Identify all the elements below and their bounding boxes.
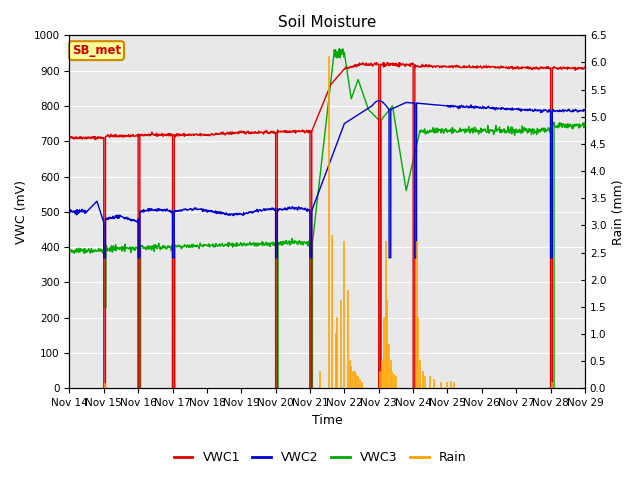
Text: SB_met: SB_met: [72, 44, 121, 57]
X-axis label: Time: Time: [312, 414, 342, 427]
Legend: VWC1, VWC2, VWC3, Rain: VWC1, VWC2, VWC3, Rain: [169, 446, 471, 469]
Y-axis label: Rain (mm): Rain (mm): [612, 179, 625, 245]
Y-axis label: VWC (mV): VWC (mV): [15, 180, 28, 244]
Title: Soil Moisture: Soil Moisture: [278, 15, 376, 30]
